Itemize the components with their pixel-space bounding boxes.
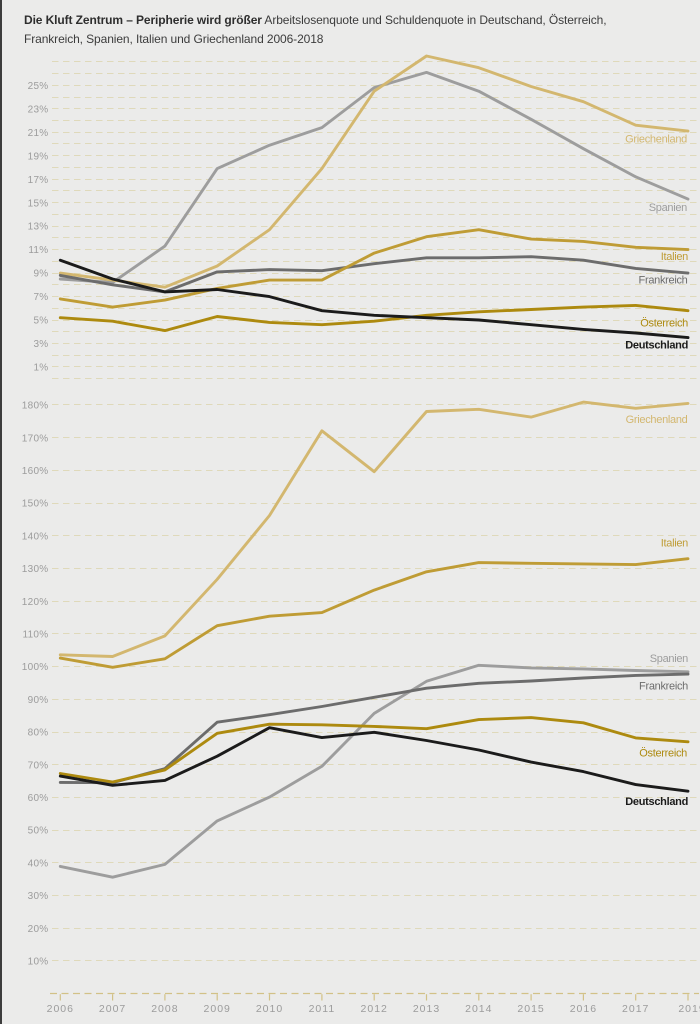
svg-text:130%: 130% bbox=[22, 564, 49, 575]
svg-text:13%: 13% bbox=[28, 222, 49, 233]
svg-text:2019: 2019 bbox=[678, 1003, 700, 1015]
svg-text:Österreich: Österreich bbox=[639, 748, 687, 760]
svg-text:70%: 70% bbox=[28, 760, 49, 771]
svg-text:100%: 100% bbox=[22, 662, 49, 673]
svg-text:2012: 2012 bbox=[361, 1003, 388, 1015]
svg-text:120%: 120% bbox=[22, 597, 49, 608]
svg-text:Österreich: Österreich bbox=[640, 318, 688, 330]
svg-text:Spanien: Spanien bbox=[649, 202, 687, 214]
svg-text:19%: 19% bbox=[28, 151, 49, 162]
svg-text:21%: 21% bbox=[28, 128, 49, 139]
svg-text:140%: 140% bbox=[22, 531, 49, 542]
svg-text:60%: 60% bbox=[28, 793, 49, 804]
svg-text:15%: 15% bbox=[28, 198, 49, 209]
svg-text:9%: 9% bbox=[33, 269, 48, 280]
svg-text:160%: 160% bbox=[22, 466, 49, 477]
svg-text:110%: 110% bbox=[22, 630, 48, 641]
svg-text:2017: 2017 bbox=[622, 1003, 649, 1015]
svg-text:80%: 80% bbox=[28, 728, 49, 739]
svg-text:Deutschland: Deutschland bbox=[625, 340, 688, 352]
svg-text:3%: 3% bbox=[33, 339, 48, 350]
svg-text:30%: 30% bbox=[28, 891, 49, 902]
svg-text:2013: 2013 bbox=[413, 1003, 440, 1015]
svg-text:2009: 2009 bbox=[204, 1003, 231, 1015]
svg-text:20%: 20% bbox=[28, 924, 49, 935]
svg-text:150%: 150% bbox=[22, 499, 49, 510]
svg-text:2010: 2010 bbox=[256, 1003, 283, 1015]
svg-text:Frankreich: Frankreich bbox=[639, 681, 688, 693]
svg-text:Deutschland: Deutschland bbox=[625, 796, 688, 808]
svg-text:5%: 5% bbox=[33, 316, 48, 327]
svg-text:Griechenland: Griechenland bbox=[625, 134, 687, 146]
svg-text:10%: 10% bbox=[28, 957, 49, 968]
svg-text:2007: 2007 bbox=[99, 1003, 126, 1015]
svg-text:Italien: Italien bbox=[661, 251, 688, 263]
svg-text:2014: 2014 bbox=[465, 1003, 492, 1015]
svg-text:7%: 7% bbox=[33, 292, 48, 303]
svg-text:2011: 2011 bbox=[309, 1003, 336, 1015]
svg-text:90%: 90% bbox=[28, 695, 49, 706]
svg-text:Frankreich: Frankreich bbox=[639, 275, 688, 287]
svg-text:2016: 2016 bbox=[570, 1003, 597, 1015]
svg-text:Griechenland: Griechenland bbox=[626, 414, 688, 426]
svg-text:17%: 17% bbox=[28, 175, 49, 186]
svg-text:25%: 25% bbox=[28, 81, 49, 92]
svg-text:40%: 40% bbox=[28, 858, 49, 869]
svg-text:Spanien: Spanien bbox=[650, 653, 688, 665]
svg-text:2006: 2006 bbox=[47, 1003, 74, 1015]
svg-text:23%: 23% bbox=[28, 104, 49, 115]
svg-text:180%: 180% bbox=[22, 401, 49, 412]
svg-text:2015: 2015 bbox=[517, 1003, 544, 1015]
svg-text:Italien: Italien bbox=[661, 538, 688, 550]
svg-text:50%: 50% bbox=[28, 826, 49, 837]
svg-text:1%: 1% bbox=[33, 363, 48, 374]
svg-text:2008: 2008 bbox=[151, 1003, 178, 1015]
svg-text:170%: 170% bbox=[22, 433, 49, 444]
svg-text:11%: 11% bbox=[28, 245, 48, 256]
